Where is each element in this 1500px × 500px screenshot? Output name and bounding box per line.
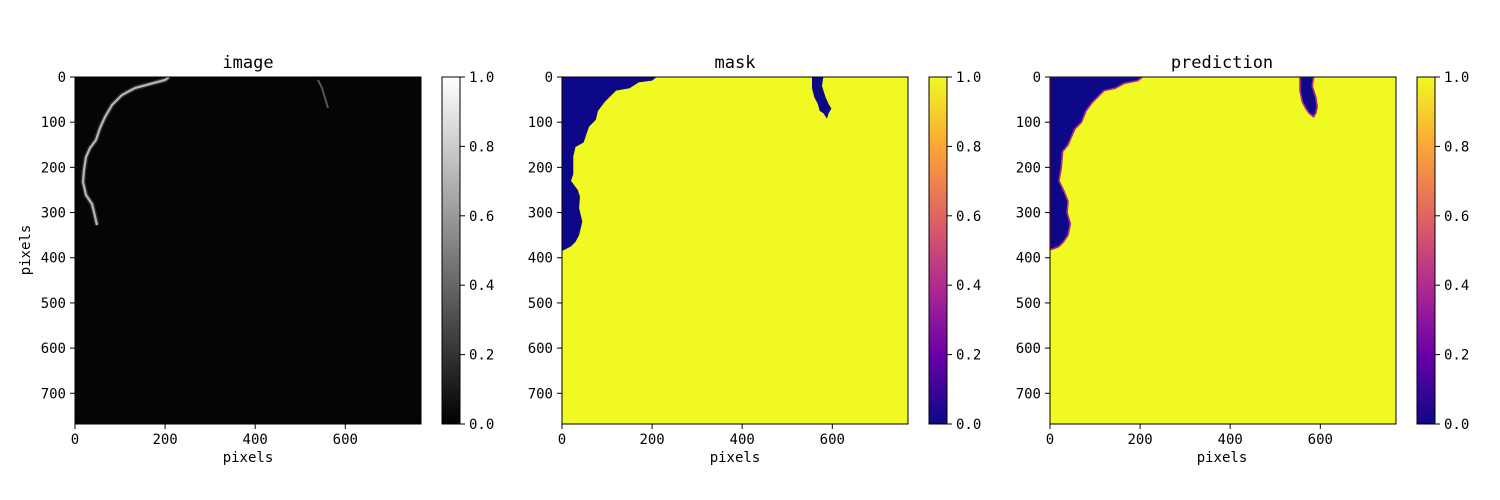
y-tick-label: 300 (1016, 206, 1041, 222)
colorbar-tick-label: 1.0 (469, 70, 494, 86)
y-tick-label: 0 (545, 70, 553, 86)
y-tick-label: 400 (1016, 251, 1041, 267)
image-background (75, 77, 421, 424)
axes-frame (1049, 76, 1397, 425)
x-tick-label: 400 (1218, 432, 1243, 448)
colorbar-tick-label: 0.0 (1444, 417, 1469, 433)
x-tick-label: 400 (730, 432, 755, 448)
y-tick-label: 100 (41, 115, 66, 131)
y-axis-label: pixels (18, 225, 34, 276)
zero-region-upper-left (562, 77, 657, 251)
axis-ticks: 0 200 400 600 0 100 200 300 400 500 600 700 (528, 70, 845, 448)
y-tick-label: 300 (528, 206, 553, 222)
colorbar (441, 76, 461, 425)
x-tick-label: 0 (558, 432, 566, 448)
mask-foreground (562, 77, 908, 424)
colorbar-tick-label: 0.6 (956, 209, 981, 225)
y-tick-label: 100 (528, 115, 553, 131)
y-tick-label: 200 (1016, 160, 1041, 176)
x-tick-label: 600 (1308, 432, 1333, 448)
image-faint-streak (317, 79, 329, 109)
colorbar-tick-label: 0.8 (956, 139, 981, 155)
zero-region-top-notch (812, 77, 832, 119)
x-tick-label: 200 (152, 432, 177, 448)
colorbar-tick-label: 0.4 (956, 278, 981, 294)
axis-ticks: 0 200 400 600 0 100 200 300 400 500 600 700 (41, 70, 358, 448)
x-tick-label: 600 (820, 432, 845, 448)
axis-ticks: 0 200 400 600 0 100 200 300 400 500 600 700 (1016, 70, 1333, 448)
y-tick-label: 600 (1016, 341, 1041, 357)
y-tick-label: 200 (41, 160, 66, 176)
y-tick-label: 700 (41, 386, 66, 402)
y-tick-label: 500 (1016, 296, 1041, 312)
axes-frame (74, 76, 422, 425)
y-tick-label: 700 (528, 386, 553, 402)
zero-region-top-notch (1299, 77, 1319, 119)
colorbar-tick-label: 1.0 (1444, 70, 1469, 86)
y-tick-label: 100 (1016, 115, 1041, 131)
colorbar-tick-label: 0.4 (469, 278, 494, 294)
x-tick-label: 400 (243, 432, 268, 448)
y-tick-label: 400 (528, 251, 553, 267)
colorbar-tick-label: 0.4 (1444, 278, 1469, 294)
mask-plot-area (562, 77, 908, 424)
panel-title: prediction (1171, 53, 1273, 73)
image-bright-edge (81, 77, 170, 226)
y-tick-label: 400 (41, 251, 66, 267)
colorbar-tick-label: 0.2 (1444, 348, 1469, 364)
zero-region-upper-left (1050, 77, 1144, 251)
colorbar-tick-label: 1.0 (956, 70, 981, 86)
y-tick-label: 500 (528, 296, 553, 312)
x-axis-label: pixels (1197, 450, 1248, 466)
panel-image: image 0 200 400 600 0 100 200 300 400 500 600 700 p… (18, 53, 494, 466)
image-edge-glow (80, 77, 171, 226)
prediction-regions (1050, 77, 1319, 251)
image-plot-area (75, 77, 421, 424)
y-tick-label: 700 (1016, 386, 1041, 402)
panel-prediction: prediction 0 200 400 600 0 100 200 300 400 500 600… (1016, 53, 1470, 466)
x-axis-label: pixels (223, 450, 274, 466)
colorbar-tick-label: 0.2 (956, 348, 981, 364)
x-tick-label: 200 (639, 432, 664, 448)
colorbar-tick-label: 0.0 (469, 417, 494, 433)
colorbar-tick-label: 0.8 (469, 139, 494, 155)
y-tick-label: 0 (58, 70, 66, 86)
y-tick-label: 300 (41, 206, 66, 222)
mask-regions (562, 77, 832, 251)
prediction-foreground (1050, 77, 1396, 424)
y-tick-label: 500 (41, 296, 66, 312)
x-tick-label: 0 (71, 432, 79, 448)
axes-frame (561, 76, 909, 425)
colorbar-tick-label: 0.2 (469, 348, 494, 364)
colorbar-ticks: 0.0 0.2 0.4 0.6 0.8 1.0 (1435, 70, 1469, 433)
colorbar (1416, 76, 1436, 425)
y-tick-label: 600 (41, 341, 66, 357)
y-tick-label: 200 (528, 160, 553, 176)
prediction-plot-area (1050, 77, 1396, 424)
panel-title: mask (715, 53, 756, 73)
x-tick-label: 200 (1127, 432, 1152, 448)
y-tick-label: 0 (1033, 70, 1041, 86)
colorbar-ticks: 0.0 0.2 0.4 0.6 0.8 1.0 (947, 70, 981, 433)
colorbar-ticks: 0.0 0.2 0.4 0.6 0.8 1.0 (460, 70, 494, 433)
y-tick-label: 600 (528, 341, 553, 357)
colorbar-tick-label: 0.6 (1444, 209, 1469, 225)
panel-title: image (222, 53, 273, 73)
colorbar-tick-label: 0.6 (469, 209, 494, 225)
panel-mask: mask 0 200 400 600 0 100 200 300 400 500 600 700 pi… (528, 53, 982, 466)
colorbar-tick-label: 0.8 (1444, 139, 1469, 155)
x-tick-label: 600 (333, 432, 358, 448)
colorbar (928, 76, 948, 425)
x-axis-label: pixels (710, 450, 761, 466)
x-tick-label: 0 (1046, 432, 1054, 448)
colorbar-tick-label: 0.0 (956, 417, 981, 433)
